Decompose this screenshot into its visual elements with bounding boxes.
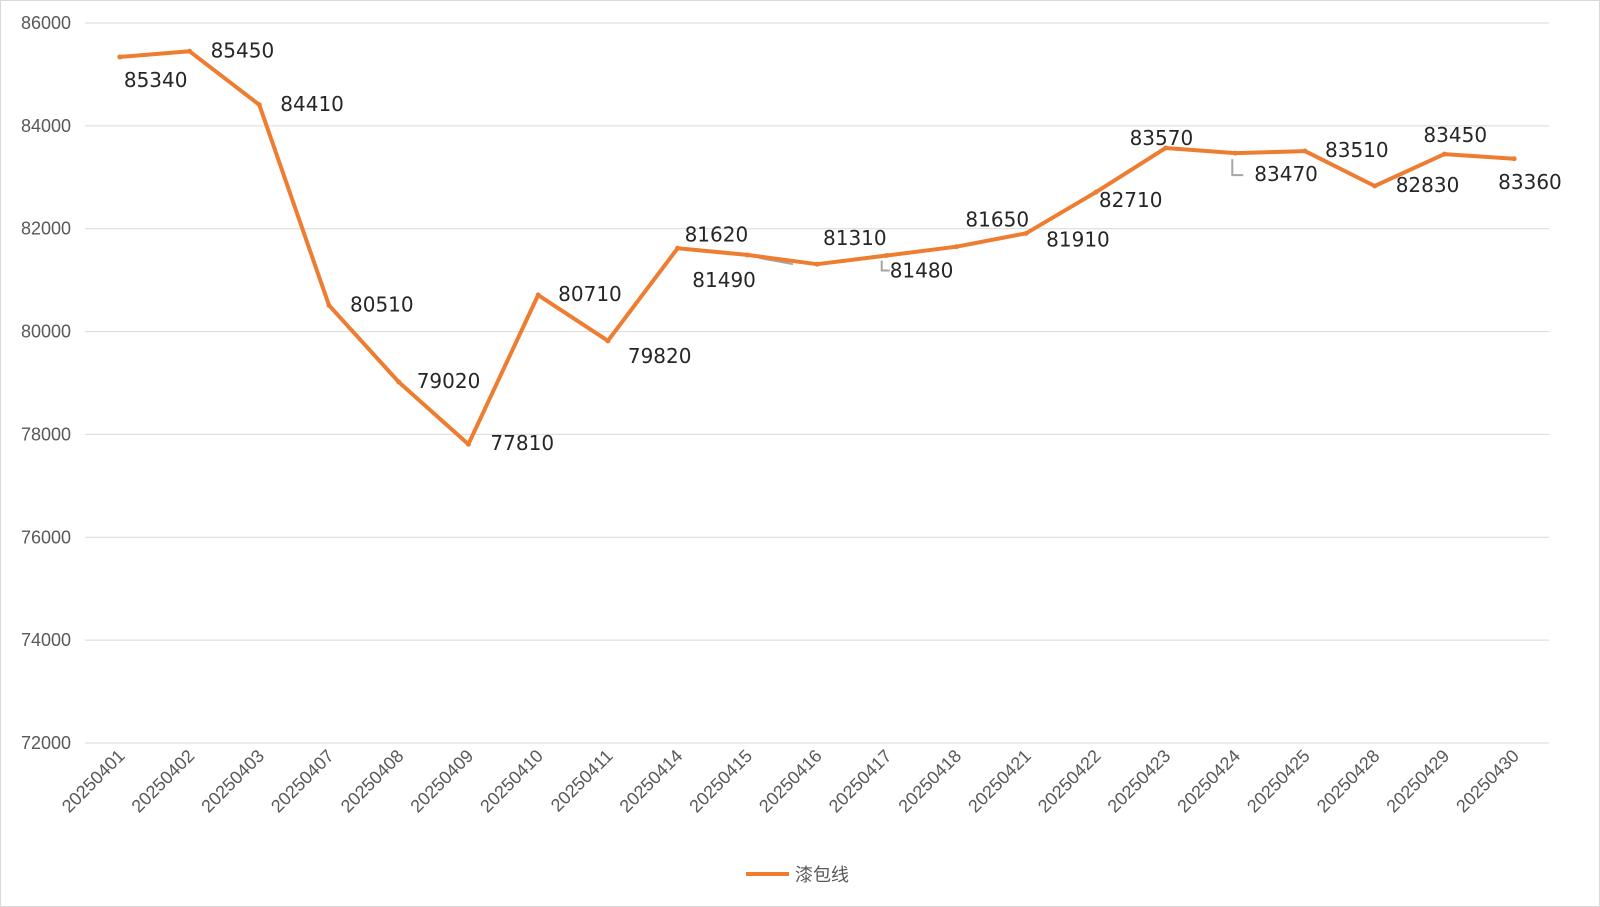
data-point [953,244,959,250]
y-tick-label: 86000 [21,13,71,33]
leader-line [1231,159,1244,177]
data-label: 81490 [692,268,756,292]
data-point [1302,148,1308,154]
data-point [675,245,681,251]
data-label: 81480 [890,258,954,282]
x-tick-label: 20250409 [406,746,477,817]
x-tick-label: 20250421 [964,746,1035,817]
x-tick-label: 20250407 [267,746,338,817]
data-label: 82710 [1099,188,1163,212]
x-tick-label: 20250411 [547,746,617,816]
data-labels: 85340 85450 84410 80510 79020 77810 80710 79820… [124,38,1562,455]
data-point [535,292,541,298]
y-tick-label: 76000 [21,527,71,547]
data-point [326,302,332,308]
data-label: 79020 [417,369,481,393]
data-point [605,338,611,344]
data-label: 83510 [1325,138,1389,162]
data-label: 79820 [628,344,692,368]
y-tick-label: 72000 [21,733,71,753]
data-point [744,252,750,258]
data-label: 83470 [1254,162,1318,186]
data-label: 77810 [490,431,554,455]
data-point [1441,151,1447,157]
x-tick-label: 20250424 [1173,746,1244,817]
data-point [187,48,193,54]
data-label: 81310 [823,226,887,250]
data-label: 80510 [350,292,414,316]
x-tick-label: 20250429 [1382,746,1453,817]
x-tick-label: 20250403 [197,746,268,817]
data-label: 83450 [1423,123,1487,147]
x-tick-label: 20250410 [476,746,547,817]
data-label: 85450 [211,38,275,62]
x-tick-label: 20250415 [685,746,756,817]
legend[interactable]: 漆包线 [746,865,849,886]
data-point [884,252,890,258]
data-point [814,261,820,267]
data-point [1372,183,1378,189]
x-tick-label: 20250414 [616,746,687,817]
y-tick-label: 74000 [21,630,71,650]
data-label: 83360 [1498,170,1562,194]
x-tick-label: 20250401 [58,746,129,817]
x-tick-label: 20250422 [1034,746,1105,817]
data-point [256,102,262,108]
data-label: 84410 [280,92,344,116]
legend-label: 漆包线 [795,865,849,886]
data-label: 82830 [1396,173,1460,197]
data-point [1093,189,1099,195]
y-tick-label: 78000 [21,424,71,444]
x-tick-label: 20250428 [1313,746,1384,817]
gridlines [85,22,1549,744]
data-point [1023,230,1029,236]
x-axis-labels: 2025040120250402202504032025040720250408… [58,746,1523,817]
data-point [1163,145,1169,151]
data-point [1232,150,1238,156]
y-tick-label: 82000 [21,219,71,239]
data-point [117,54,123,60]
data-label: 81620 [685,222,749,246]
y-tick-label: 80000 [21,322,71,342]
leader-line [880,260,890,272]
data-point [465,441,471,447]
x-tick-label: 20250408 [337,746,408,817]
x-tick-label: 20250402 [128,746,199,817]
x-tick-label: 20250418 [894,746,965,817]
data-label: 85340 [124,68,188,92]
x-tick-label: 20250430 [1452,746,1523,817]
y-axis-labels: 72000 74000 76000 78000 80000 82000 84000 86000 [21,13,71,753]
data-label: 81650 [965,208,1029,232]
data-label: 83570 [1130,126,1194,150]
series-layer [117,48,1517,447]
x-tick-label: 20250423 [1104,746,1175,817]
data-point [1511,156,1517,162]
data-label: 80710 [558,282,622,306]
x-tick-label: 20250417 [825,746,896,817]
data-label: 81910 [1046,227,1110,251]
data-point [396,379,402,385]
x-tick-label: 20250416 [755,746,826,817]
x-tick-label: 20250425 [1243,746,1314,817]
y-tick-label: 84000 [21,116,71,136]
